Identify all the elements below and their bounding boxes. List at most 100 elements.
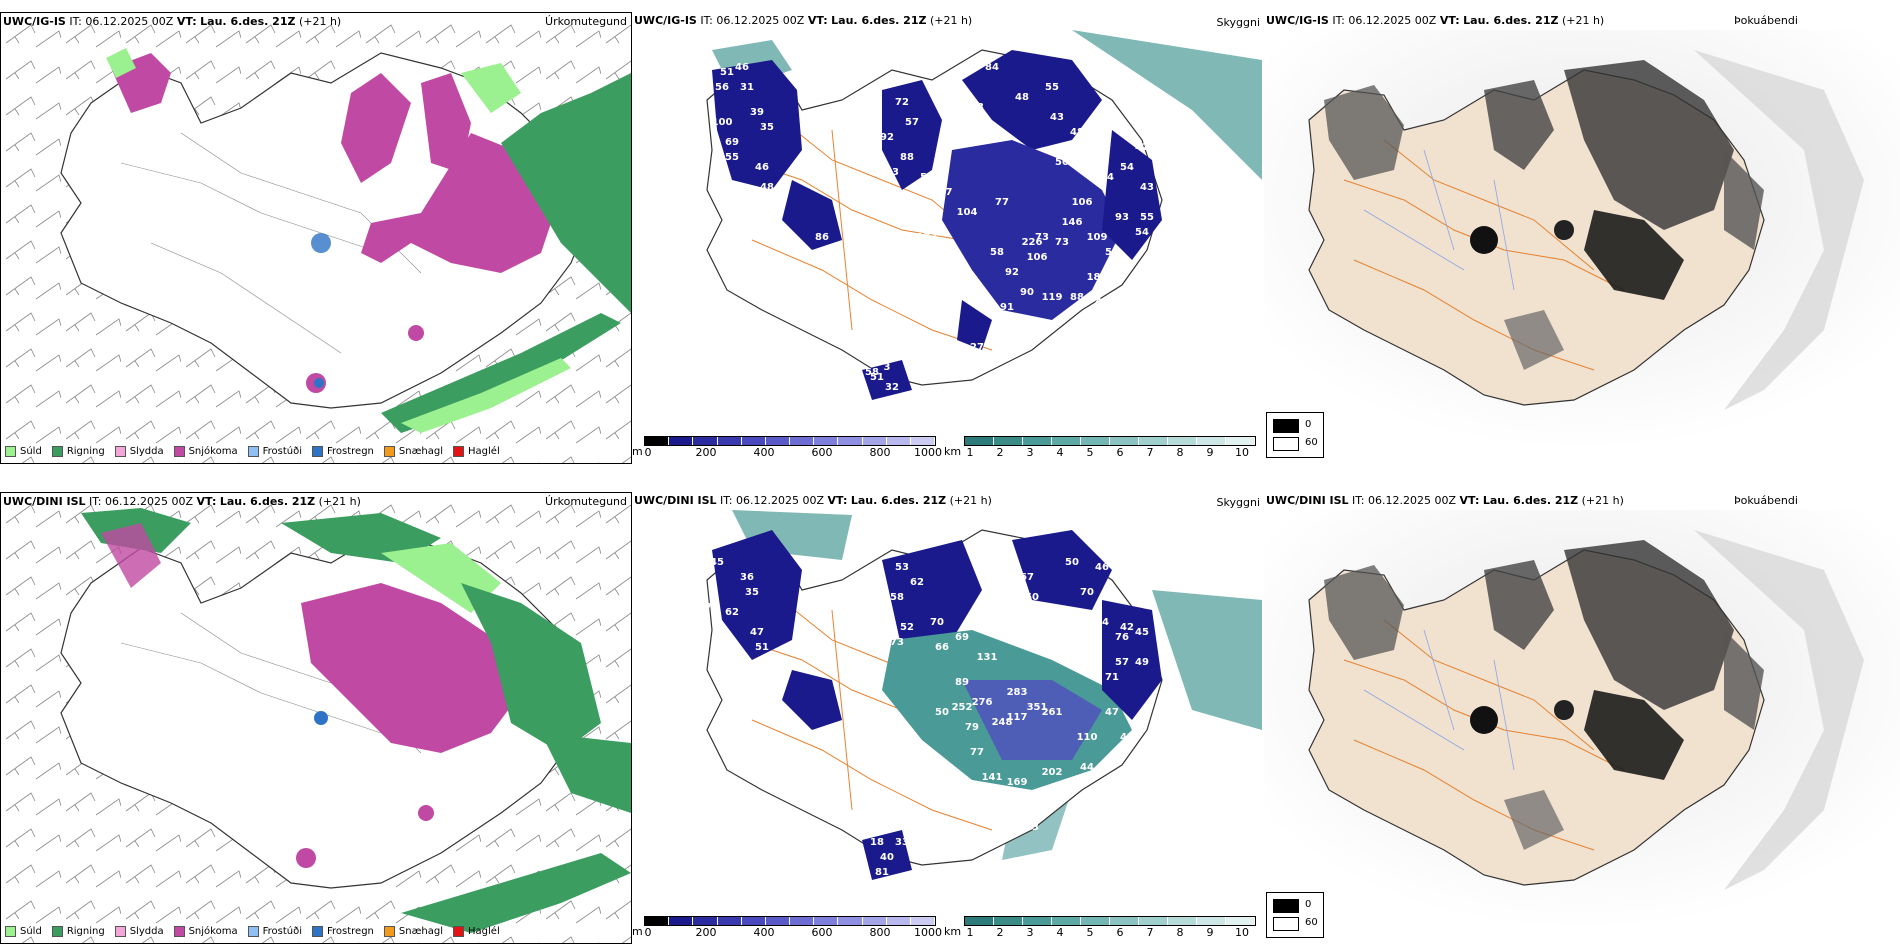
vis-tick: 10	[1235, 446, 1249, 459]
visibility-value: 57	[905, 117, 919, 128]
visibility-value: 66	[935, 642, 949, 653]
precip-legend: Súld Rigning Slydda Snjókoma Frostúði Fr…	[5, 926, 500, 937]
fog-panel: UWC/IG-IS IT: 06.12.2025 00Z VT: Lau. 6.…	[1264, 12, 1900, 462]
visibility-value: 261	[1042, 707, 1063, 718]
visibility-value: 86	[815, 232, 829, 243]
visibility-value: 46	[1095, 562, 1109, 573]
visibility-value: 43	[970, 102, 984, 113]
visibility-value: 51	[870, 372, 884, 383]
height-tick: 800	[869, 926, 891, 939]
visibility-value: 42	[1120, 732, 1134, 743]
it-label: IT:	[89, 495, 102, 508]
visibility-value: 51	[745, 667, 759, 678]
vt-value: Lau. 6.des. 21Z	[200, 15, 296, 28]
visibility-value: 110	[1077, 732, 1098, 743]
visibility-value: 35	[745, 587, 759, 598]
height-tick: 800	[869, 446, 891, 459]
vt-value: Lau. 6.des. 21Z	[1482, 494, 1579, 507]
visibility-value: 141	[982, 772, 1003, 783]
visibility-value: 50	[920, 172, 934, 183]
visibility-value: 50	[955, 272, 969, 283]
visibility-value: 84	[985, 62, 999, 73]
visibility-value: 42	[1135, 142, 1149, 153]
legend-item-snaehagl: Snæhagl	[383, 926, 443, 937]
lead-time: (+21 h)	[318, 495, 361, 508]
vis-tick: 6	[1116, 446, 1124, 459]
panel-title: UWC/DINI ISL IT: 06.12.2025 00Z VT: Lau.…	[3, 495, 361, 508]
visibility-value: 131	[977, 652, 998, 663]
visibility-value: 62	[725, 607, 739, 618]
swatch-snaehagl	[383, 926, 395, 937]
vt-value: Lau. 6.des. 21Z	[850, 494, 947, 507]
legend-item-frostudi: Frostúði	[247, 926, 302, 937]
visibility-value: 46	[970, 127, 984, 138]
vis-tick: 2	[996, 446, 1004, 459]
visibility-value: 307	[1027, 812, 1048, 823]
swatch-frostregn	[312, 446, 323, 457]
visibility-value: 43	[1140, 182, 1154, 193]
lead-time: (+21 h)	[298, 15, 342, 28]
height-tick: 200	[695, 446, 717, 459]
vis-tick: 4	[1056, 446, 1064, 459]
legend-item-snaehagl: Snæhagl	[383, 446, 443, 457]
legend-item-snjokoma: Snjókoma	[173, 926, 238, 937]
swatch-suld	[5, 446, 16, 457]
visibility-value: 109	[1087, 232, 1108, 243]
lead-time: (+21 h)	[949, 494, 992, 507]
vt-label: VT:	[1459, 494, 1480, 507]
legend-item-frostregn: Frostregn	[312, 926, 374, 937]
visibility-value: 31	[740, 82, 754, 93]
visibility-value: 283	[1007, 687, 1028, 698]
visibility-value: 54	[790, 247, 804, 258]
visibility-value: 88	[900, 152, 914, 163]
visibility-value: 35	[760, 122, 774, 133]
vis-tick: 10	[1235, 926, 1249, 939]
fog-min-swatch	[1273, 899, 1299, 913]
it-value: 06.12.2025 00Z	[85, 15, 174, 28]
visibility-value: 39	[1085, 152, 1099, 163]
visibility-value: 58	[865, 367, 879, 378]
vt-label: VT:	[827, 494, 848, 507]
vis-tick: 1	[966, 926, 974, 939]
visibility-value: 119	[1042, 292, 1063, 303]
visibility-value: 81	[875, 867, 889, 878]
it-value: 06.12.2025 00Z	[105, 495, 194, 508]
vt-label: VT:	[176, 15, 197, 28]
precip-map	[1, 13, 631, 463]
fog-legend: 0 60	[1266, 892, 1324, 938]
height-tick: 1000	[914, 446, 942, 459]
visibility-value: 70	[1080, 587, 1094, 598]
vis-tick: 6	[1116, 926, 1124, 939]
visibility-value: 49	[1135, 657, 1149, 668]
visibility-value: 69	[955, 632, 969, 643]
legend-item-slydda: Slydda	[114, 926, 164, 937]
visibility-value: 27	[970, 342, 984, 353]
vis-tick: 4	[1056, 926, 1064, 939]
it-label: IT:	[720, 494, 733, 507]
legend-item-haglel: Haglél	[453, 446, 500, 457]
swatch-snjokoma	[173, 446, 185, 457]
lead-time: (+21 h)	[929, 14, 973, 27]
visibility-value: 248	[992, 717, 1013, 728]
visibility-value: 76	[1115, 632, 1129, 643]
visibility-value: 32	[955, 362, 969, 373]
swatch-frostudi	[247, 446, 259, 457]
vis-tick: 3	[1026, 446, 1034, 459]
visibility-value: 67	[1020, 572, 1034, 583]
vis-unit: km	[944, 925, 962, 938]
visibility-value: 69	[725, 137, 739, 148]
visibility-value: 70	[930, 617, 944, 628]
visibility-value: 43	[1025, 822, 1039, 833]
precip-legend: Súld Rigning Slydda Snjókoma Frostúði Fr…	[5, 446, 500, 457]
visibility-value: 90	[1020, 287, 1034, 298]
height-tick: 0	[644, 926, 652, 939]
model-name: UWC/DINI ISL	[1266, 494, 1349, 507]
legend-item-slydda: Slydda	[114, 446, 164, 457]
visibility-value: 73	[890, 637, 904, 648]
height-tick: 400	[753, 446, 775, 459]
visibility-value: 44	[720, 532, 734, 543]
height-tick: 0	[644, 446, 652, 459]
it-value: 06.12.2025 00Z	[736, 494, 825, 507]
vt-value: Lau. 6.des. 21Z	[1463, 14, 1559, 27]
